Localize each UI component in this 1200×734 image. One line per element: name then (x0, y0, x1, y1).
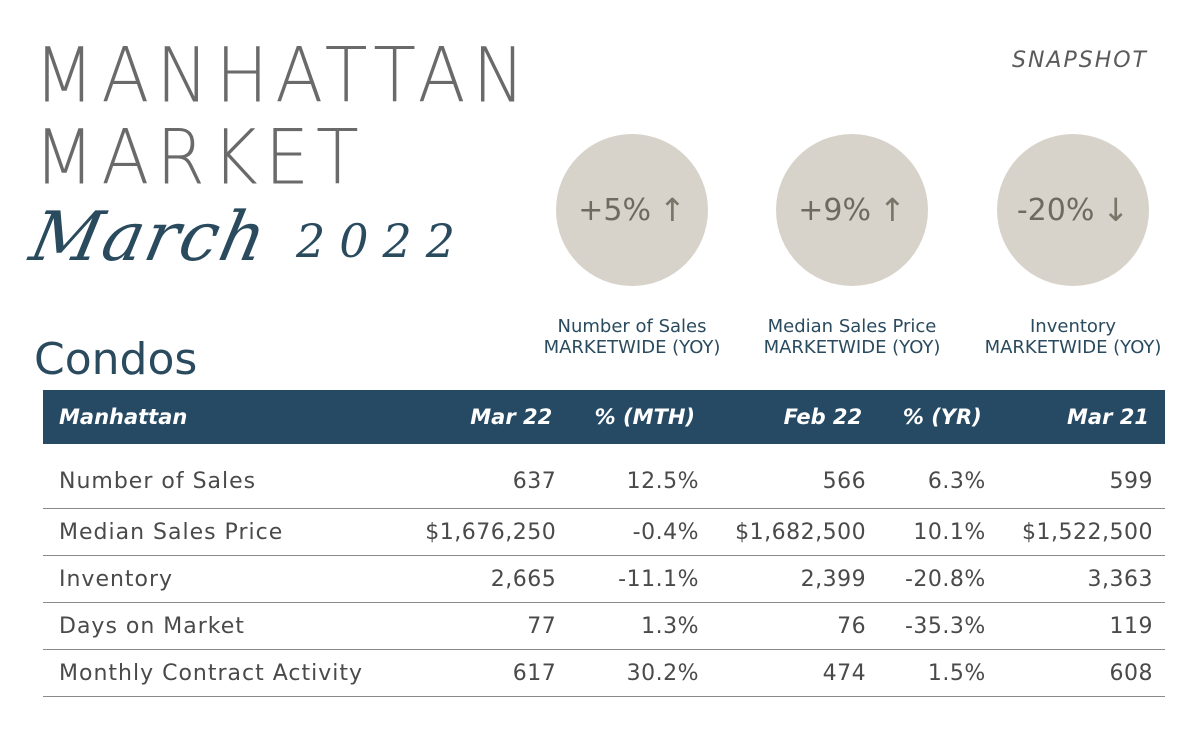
table-cell: 608 (997, 649, 1165, 697)
title-manhattan: MANHATTAN (34, 31, 532, 121)
stat-value: +9% (798, 192, 871, 228)
stat-label: Median Sales Price MARKETWIDE (YOY) (752, 316, 952, 358)
table-row: Number of Sales 637 12.5% 566 6.3% 599 (43, 444, 1165, 509)
table-cell: 2,665 (401, 555, 569, 603)
table-cell: 2,399 (711, 555, 879, 603)
table-cell: 474 (711, 649, 879, 697)
stat-subtitle: MARKETWIDE (YOY) (763, 337, 941, 358)
table-cell: $1,682,500 (711, 508, 879, 556)
row-label: Number of Sales (43, 444, 402, 509)
table-cell: 1.5% (878, 649, 998, 697)
stat-label: Number of Sales MARKETWIDE (YOY) (532, 316, 732, 358)
table-cell: 12.5% (568, 444, 711, 509)
stat-subtitle: MARKETWIDE (YOY) (984, 337, 1162, 358)
table-cell: 599 (997, 444, 1165, 509)
year-label: 2022 (296, 214, 470, 268)
table-row: Inventory 2,665 -11.1% 2,399 -20.8% 3,363 (43, 555, 1165, 603)
stat-circle: +5% ↑ (556, 134, 708, 286)
column-header: Mar 21 (997, 390, 1165, 444)
table-row: Median Sales Price $1,676,250 -0.4% $1,682,… (43, 508, 1165, 556)
stat-value: +5% (578, 192, 651, 228)
table-row: Monthly Contract Activity 617 30.2% 474 1.5%… (43, 649, 1165, 697)
stat-circle: -20% ↓ (997, 134, 1149, 286)
stat-inventory: -20% ↓ Inventory MARKETWIDE (YOY) (973, 134, 1173, 358)
table-cell: 30.2% (568, 649, 711, 697)
column-header: Mar 22 (401, 390, 569, 444)
column-header: % (MTH) (568, 390, 711, 444)
table-cell: -35.3% (878, 602, 998, 650)
stat-median-sales-price: +9% ↑ Median Sales Price MARKETWIDE (YOY… (752, 134, 952, 358)
title-market: MARKET (34, 113, 366, 203)
table-cell: 1.3% (568, 602, 711, 650)
table-cell: 617 (401, 649, 569, 697)
market-table: Manhattan Mar 22 % (MTH) Feb 22 % (YR) M… (43, 390, 1165, 697)
row-label: Days on Market (43, 602, 402, 650)
column-header: Feb 22 (711, 390, 879, 444)
table-cell: -0.4% (568, 508, 711, 556)
table-cell: 3,363 (997, 555, 1165, 603)
stat-value: -20% (1016, 192, 1095, 228)
row-label: Monthly Contract Activity (43, 649, 402, 697)
row-label: Inventory (43, 555, 402, 603)
stat-circle: +9% ↑ (776, 134, 928, 286)
table-cell: $1,522,500 (997, 508, 1165, 556)
stat-label: Inventory MARKETWIDE (YOY) (973, 316, 1173, 358)
table-cell: 6.3% (878, 444, 998, 509)
column-header: Manhattan (43, 390, 402, 444)
arrow-up-icon: ↑ (878, 191, 906, 229)
table-cell: 566 (711, 444, 879, 509)
stat-title: Median Sales Price (767, 316, 937, 337)
stat-title: Inventory (1030, 316, 1116, 337)
table-cell: 119 (997, 602, 1165, 650)
arrow-down-icon: ↓ (1102, 191, 1130, 229)
month-label: March (23, 198, 275, 277)
table-cell: -11.1% (568, 555, 711, 603)
arrow-up-icon: ↑ (658, 191, 686, 229)
table-cell: $1,676,250 (401, 508, 569, 556)
table-row: Days on Market 77 1.3% 76 -35.3% 119 (43, 602, 1165, 650)
table-cell: 637 (401, 444, 569, 509)
section-title-condos: Condos (34, 334, 198, 385)
stat-number-of-sales: +5% ↑ Number of Sales MARKETWIDE (YOY) (532, 134, 732, 358)
table-cell: 76 (711, 602, 879, 650)
table-cell: -20.8% (878, 555, 998, 603)
stat-subtitle: MARKETWIDE (YOY) (543, 337, 721, 358)
snapshot-label: SNAPSHOT (1011, 48, 1148, 73)
table-cell: 77 (401, 602, 569, 650)
table-header-row: Manhattan Mar 22 % (MTH) Feb 22 % (YR) M… (43, 390, 1165, 444)
row-label: Median Sales Price (43, 508, 402, 556)
column-header: % (YR) (878, 390, 998, 444)
stat-title: Number of Sales (557, 316, 707, 337)
table-cell: 10.1% (878, 508, 998, 556)
